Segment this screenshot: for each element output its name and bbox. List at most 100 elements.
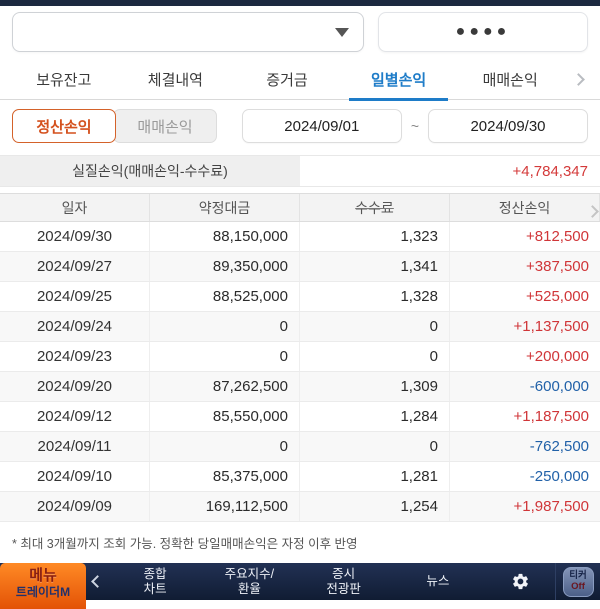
tabs-more-button[interactable] xyxy=(566,60,592,99)
menu-button-label: 메뉴 xyxy=(29,567,57,584)
cell-date: 2024/09/09 xyxy=(0,492,150,521)
chevron-right-icon xyxy=(586,205,599,218)
table-row[interactable]: 2024/09/11 0 0 -762,500 xyxy=(0,432,600,462)
nav-item-label: 차트 xyxy=(143,581,167,596)
date-from-input[interactable]: 2024/09/01 xyxy=(241,109,402,143)
table-body: 2024/09/30 88,150,000 1,323 +812,500 202… xyxy=(0,222,600,522)
table-row[interactable]: 2024/09/30 88,150,000 1,323 +812,500 xyxy=(0,222,600,252)
table-row[interactable]: 2024/09/20 87,262,500 1,309 -600,000 xyxy=(0,372,600,402)
main-tabbar: 보유잔고 체결내역 증거금 일별손익 매매손익 xyxy=(0,60,600,101)
table-row[interactable]: 2024/09/12 85,550,000 1,284 +1,187,500 xyxy=(0,402,600,432)
nav-item-label: 전광판 xyxy=(326,581,361,596)
password-masked-value: ●●●● xyxy=(455,23,511,40)
table-header-row: 일자 약정대금 수수료 정산손익 xyxy=(0,193,600,222)
nav-item-label: 종합 xyxy=(143,566,167,581)
footnote: * 최대 3개월까지 조회 가능. 정확한 당일매매손익은 자정 이후 반영 xyxy=(12,537,358,551)
col-header-settlement-pl: 정산손익 xyxy=(450,194,600,221)
menu-button-sublabel: 트레이더M xyxy=(15,585,71,599)
cell-fee: 0 xyxy=(300,432,450,461)
date-range-separator: ~ xyxy=(410,118,419,134)
cell-amount: 88,525,000 xyxy=(150,282,300,311)
cell-settlement-pl: -250,000 xyxy=(529,468,589,485)
table-row[interactable]: 2024/09/10 85,375,000 1,281 -250,000 xyxy=(0,462,600,492)
net-pl-label: 실질손익(매매손익-수수료) xyxy=(0,156,300,186)
cell-fee: 1,309 xyxy=(300,372,450,401)
cell-settlement-pl: +1,137,500 xyxy=(513,318,590,335)
account-row: ●●●● xyxy=(0,6,600,60)
cell-amount: 85,550,000 xyxy=(150,402,300,431)
cell-fee: 1,254 xyxy=(300,492,450,521)
cell-settlement-pl: -762,500 xyxy=(529,438,589,455)
tab-daily-pl[interactable]: 일별손익 xyxy=(343,60,455,101)
cell-fee: 1,323 xyxy=(300,222,450,251)
cell-settlement-pl: +812,500 xyxy=(526,228,589,245)
cell-fee: 1,341 xyxy=(300,252,450,281)
nav-item-composite-chart[interactable]: 종합 차트 xyxy=(108,563,202,600)
cell-settlement-pl: +1,187,500 xyxy=(513,408,590,425)
daily-pl-table: 일자 약정대금 수수료 정산손익 2024/09/30 88,150,000 1… xyxy=(0,193,600,522)
net-pl-value: +4,784,347 xyxy=(512,162,589,180)
gear-icon xyxy=(512,573,528,590)
nav-item-news[interactable]: 뉴스 xyxy=(391,563,485,600)
settings-button[interactable] xyxy=(485,563,555,600)
segment-settlement-pl[interactable]: 정산손익 xyxy=(12,109,116,143)
navbar-divider xyxy=(555,563,556,600)
cell-date: 2024/09/20 xyxy=(0,372,150,401)
cell-fee: 1,328 xyxy=(300,282,450,311)
cell-settlement-pl: +1,987,500 xyxy=(513,498,590,515)
ticker-label: 티커 xyxy=(569,569,587,581)
cell-amount: 87,262,500 xyxy=(150,372,300,401)
nav-item-label: 환율 xyxy=(237,581,261,596)
cell-amount: 88,150,000 xyxy=(150,222,300,251)
tab-executions[interactable]: 체결내역 xyxy=(147,72,203,89)
bottom-navbar: 메뉴 트레이더M 종합 차트 주요지수/ 환율 증시 전광판 뉴스 티커 Off xyxy=(0,563,600,609)
tab-holdings[interactable]: 보유잔고 xyxy=(36,72,92,89)
table-row[interactable]: 2024/09/24 0 0 +1,137,500 xyxy=(0,312,600,342)
cell-date: 2024/09/30 xyxy=(0,222,150,251)
ticker-toggle-button[interactable]: 티커 Off xyxy=(562,566,594,597)
password-field[interactable]: ●●●● xyxy=(378,12,588,52)
cell-date: 2024/09/23 xyxy=(0,342,150,371)
nav-item-market-board[interactable]: 증시 전광판 xyxy=(297,563,391,600)
menu-button[interactable]: 메뉴 트레이더M xyxy=(0,563,86,609)
date-range-group: 2024/09/01 ~ 2024/09/30 xyxy=(241,109,588,143)
cell-date: 2024/09/24 xyxy=(0,312,150,341)
col-header-amount: 약정대금 xyxy=(150,194,300,221)
cell-date: 2024/09/11 xyxy=(0,432,150,461)
chevron-right-icon xyxy=(572,73,586,86)
cell-date: 2024/09/10 xyxy=(0,462,150,491)
cell-fee: 1,281 xyxy=(300,462,450,491)
chevron-down-icon xyxy=(335,27,349,37)
cell-settlement-pl: +387,500 xyxy=(526,258,589,275)
nav-item-label: 증시 xyxy=(332,566,356,581)
table-row[interactable]: 2024/09/23 0 0 +200,000 xyxy=(0,342,600,372)
chevron-left-icon xyxy=(90,575,104,588)
cell-amount: 169,112,500 xyxy=(150,492,300,521)
cell-settlement-pl: +200,000 xyxy=(526,348,589,365)
nav-item-indices-fx[interactable]: 주요지수/ 환율 xyxy=(202,563,296,600)
cell-date: 2024/09/25 xyxy=(0,282,150,311)
col-header-date: 일자 xyxy=(0,194,150,221)
net-pl-summary-row: 실질손익(매매손익-수수료) +4,784,347 xyxy=(0,155,600,187)
col-header-fee: 수수료 xyxy=(300,194,450,221)
cell-date: 2024/09/27 xyxy=(0,252,150,281)
nav-item-label: 뉴스 xyxy=(426,574,450,589)
date-to-input[interactable]: 2024/09/30 xyxy=(428,109,588,143)
nav-item-label: 주요지수/ xyxy=(224,566,275,581)
cell-amount: 0 xyxy=(150,342,300,371)
cell-amount: 0 xyxy=(150,312,300,341)
cell-amount: 89,350,000 xyxy=(150,252,300,281)
segment-trading-pl[interactable]: 매매손익 xyxy=(113,109,217,143)
table-row[interactable]: 2024/09/09 169,112,500 1,254 +1,987,500 xyxy=(0,492,600,522)
tab-trading-pl[interactable]: 매매손익 xyxy=(482,72,538,89)
ticker-state: Off xyxy=(571,580,585,592)
table-more-button[interactable] xyxy=(586,203,599,221)
table-row[interactable]: 2024/09/25 88,525,000 1,328 +525,000 xyxy=(0,282,600,312)
ticker-wrap: 티커 Off xyxy=(556,563,600,600)
cell-fee: 0 xyxy=(300,312,450,341)
nav-back-button[interactable] xyxy=(86,563,108,600)
tab-margin[interactable]: 증거금 xyxy=(266,72,308,89)
account-select[interactable] xyxy=(12,12,364,52)
cell-fee: 0 xyxy=(300,342,450,371)
table-row[interactable]: 2024/09/27 89,350,000 1,341 +387,500 xyxy=(0,252,600,282)
